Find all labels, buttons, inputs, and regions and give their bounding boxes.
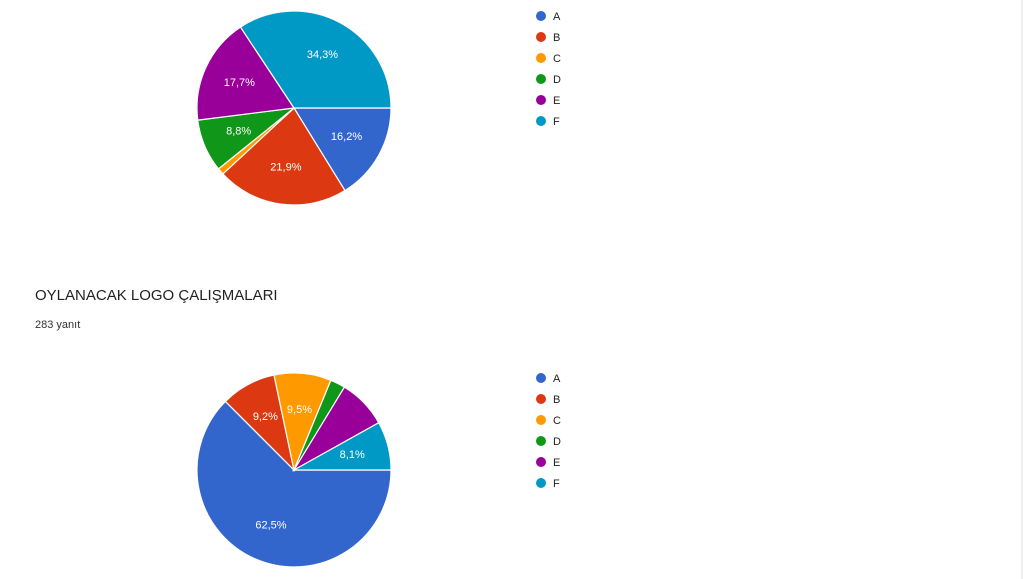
pie-slice bbox=[196, 26, 296, 121]
pie-slice bbox=[291, 421, 392, 471]
legend-swatch bbox=[536, 373, 546, 383]
slice-label: 21,9% bbox=[270, 161, 301, 173]
legend-swatch bbox=[536, 32, 546, 42]
chart-title: OYLANACAK LOGO ÇALIŞMALARI bbox=[35, 287, 278, 304]
legend-swatch bbox=[536, 436, 546, 446]
legend-label: C bbox=[553, 53, 561, 65]
pie-slice bbox=[292, 107, 392, 192]
slice-label: 17,7% bbox=[224, 77, 255, 89]
legend-label: D bbox=[553, 74, 561, 86]
legend-swatch bbox=[536, 116, 546, 126]
chart-subtitle: 283 yanıt bbox=[35, 319, 80, 331]
legend-label: E bbox=[553, 457, 560, 469]
legend-label: A bbox=[553, 11, 561, 23]
slice-label: 34,3% bbox=[307, 49, 338, 61]
legend-label: F bbox=[553, 116, 560, 128]
pie-slice bbox=[196, 400, 392, 568]
legend-label: C bbox=[553, 415, 561, 427]
slice-label: 9,5% bbox=[287, 404, 312, 416]
legend-label: A bbox=[553, 373, 561, 385]
legend-swatch bbox=[536, 415, 546, 425]
pie-slice bbox=[239, 10, 392, 109]
legend-swatch bbox=[536, 394, 546, 404]
slice-label: 16,2% bbox=[331, 131, 362, 143]
legend-swatch bbox=[536, 95, 546, 105]
legend-label: F bbox=[553, 478, 560, 490]
slice-label: 62,5% bbox=[255, 519, 286, 531]
pie-slice bbox=[222, 107, 346, 206]
slice-label: 9,2% bbox=[253, 411, 278, 423]
legend-label: B bbox=[553, 32, 560, 44]
slice-label: 8,8% bbox=[226, 125, 251, 137]
legend-swatch bbox=[536, 478, 546, 488]
legend-label: E bbox=[553, 95, 560, 107]
legend-label: D bbox=[553, 436, 561, 448]
legend-swatch bbox=[536, 457, 546, 467]
legend-swatch bbox=[536, 74, 546, 84]
legend-label: B bbox=[553, 394, 560, 406]
slice-label: 8,1% bbox=[340, 449, 365, 461]
legend-swatch bbox=[536, 53, 546, 63]
legend-swatch bbox=[536, 11, 546, 21]
